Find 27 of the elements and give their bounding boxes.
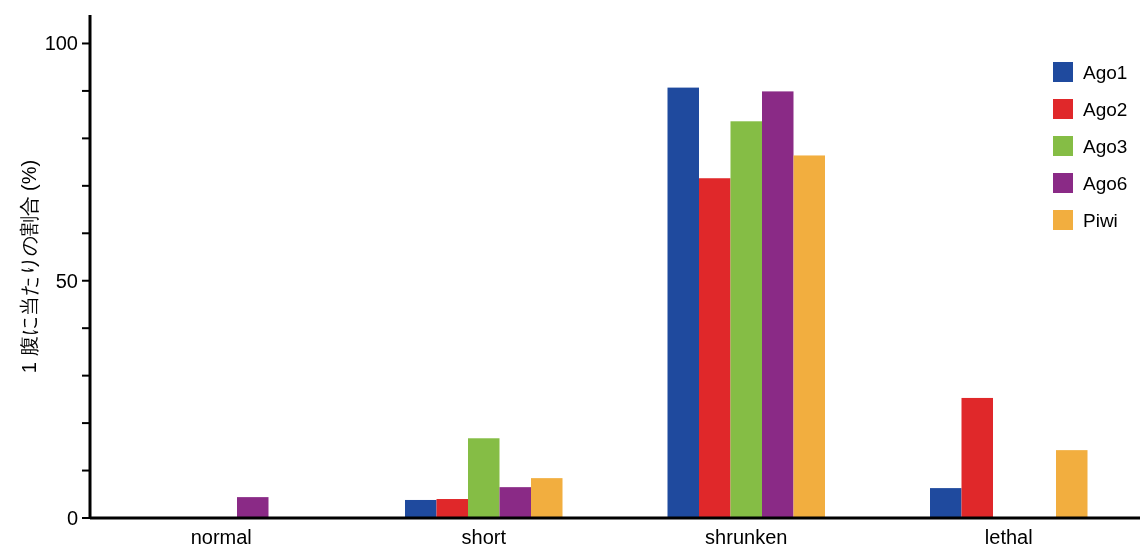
- x-tick-label: shrunken: [705, 526, 788, 547]
- legend-label: Ago2: [1083, 99, 1128, 120]
- bar: [468, 438, 500, 518]
- legend-label: Ago3: [1083, 136, 1128, 157]
- bar: [762, 91, 794, 518]
- x-tick-label: short: [461, 526, 507, 547]
- bar: [667, 87, 699, 518]
- bar: [436, 499, 468, 518]
- bar: [793, 155, 825, 518]
- bar: [237, 497, 269, 518]
- y-tick-label: 50: [55, 269, 78, 292]
- x-tick-label: normal: [190, 526, 252, 547]
- y-axis-title: 1 腹に当たりの割合 (%): [18, 159, 40, 374]
- legend-label: Ago1: [1083, 62, 1128, 83]
- y-tick-label: 100: [44, 32, 78, 55]
- bar: [499, 487, 531, 518]
- legend-label: Piwi: [1083, 210, 1118, 231]
- legend-label: Ago6: [1083, 173, 1128, 194]
- bar: [730, 121, 762, 518]
- x-tick-label: lethal: [984, 526, 1033, 547]
- bar: [699, 178, 731, 518]
- bar: [961, 397, 993, 518]
- bar: [531, 478, 563, 518]
- bar: [405, 499, 437, 518]
- y-tick-label: 0: [66, 507, 78, 529]
- bar: [1056, 450, 1088, 518]
- bar: [930, 488, 962, 518]
